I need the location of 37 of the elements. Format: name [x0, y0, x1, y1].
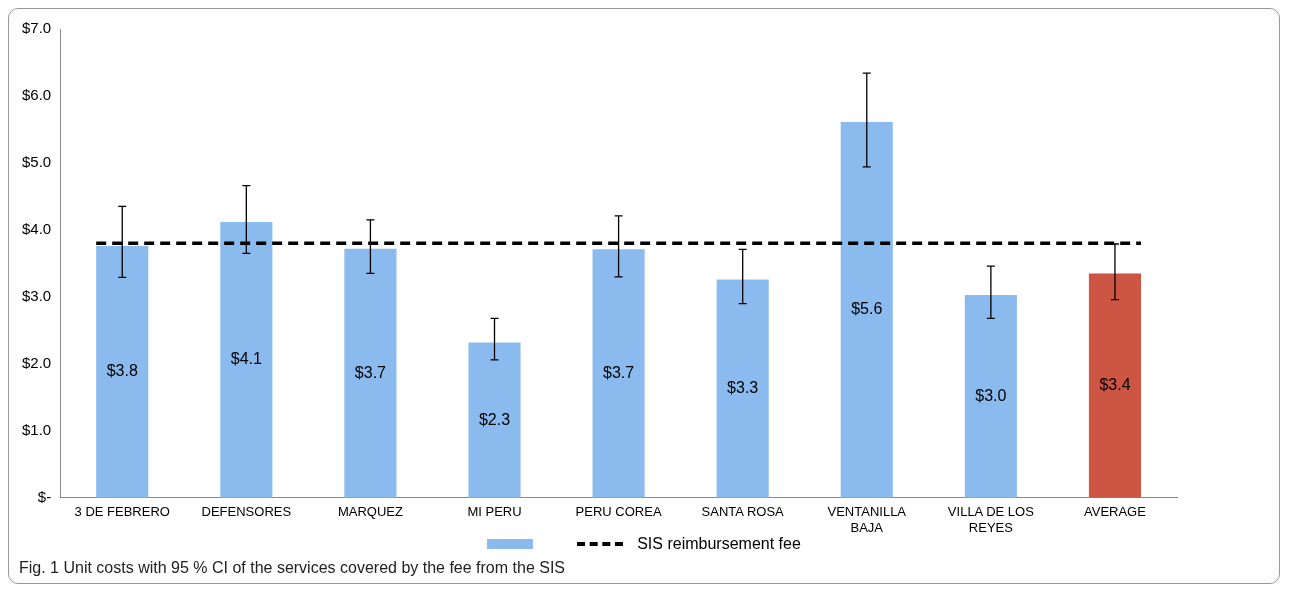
x-tick-label: SANTA ROSA: [701, 504, 785, 520]
y-tick-label: $-: [37, 487, 52, 505]
y-tick-label: $7.0: [21, 19, 52, 37]
data-label: $3.7: [603, 363, 635, 381]
y-tick-label: $6.0: [21, 86, 52, 104]
x-tick-label: VENTANILLA BAJA: [827, 504, 907, 535]
bar: [840, 122, 893, 498]
data-label: $4.1: [230, 350, 262, 368]
bar: [592, 249, 645, 498]
data-label: $5.6: [851, 300, 883, 318]
y-tick-label: $4.0: [21, 220, 52, 238]
data-label: $3.7: [354, 363, 387, 381]
x-tick-label: MI PERU: [467, 504, 522, 520]
bar: [220, 221, 273, 498]
text: Fig. 1 Unit costs with 95 % CI of the services covered by the fee from the SIS: [18, 558, 566, 578]
x-tick-label: 3 DE FEBRERO: [74, 504, 170, 520]
y-tick-label: $3.0: [21, 287, 52, 305]
x-tick-label: MARQUEZ: [337, 504, 403, 520]
data-label: $3.4: [1099, 376, 1131, 394]
x-tick-label: AVERAGE: [1084, 504, 1147, 520]
bar: [468, 342, 521, 498]
bar: [96, 245, 149, 498]
x-tick-label: PERU COREA: [575, 504, 662, 520]
legend-label: SIS reimbursement fee: [637, 535, 801, 553]
bar: [1088, 273, 1142, 498]
data-label: $2.3: [478, 410, 511, 428]
data-label: $3.3: [727, 379, 759, 397]
data-label: $3.0: [975, 386, 1007, 404]
y-tick-label: $5.0: [21, 153, 52, 171]
y-tick-label: $1.0: [21, 420, 52, 438]
bar: [964, 294, 1017, 498]
bar: [344, 248, 397, 498]
x-tick-label: DEFENSORES: [201, 504, 292, 520]
bar: [716, 279, 769, 498]
data-label: $3.8: [106, 362, 138, 380]
y-tick-label: $2.0: [21, 354, 52, 371]
x-tick-label: VILLA DE LOS REYES: [947, 504, 1035, 535]
